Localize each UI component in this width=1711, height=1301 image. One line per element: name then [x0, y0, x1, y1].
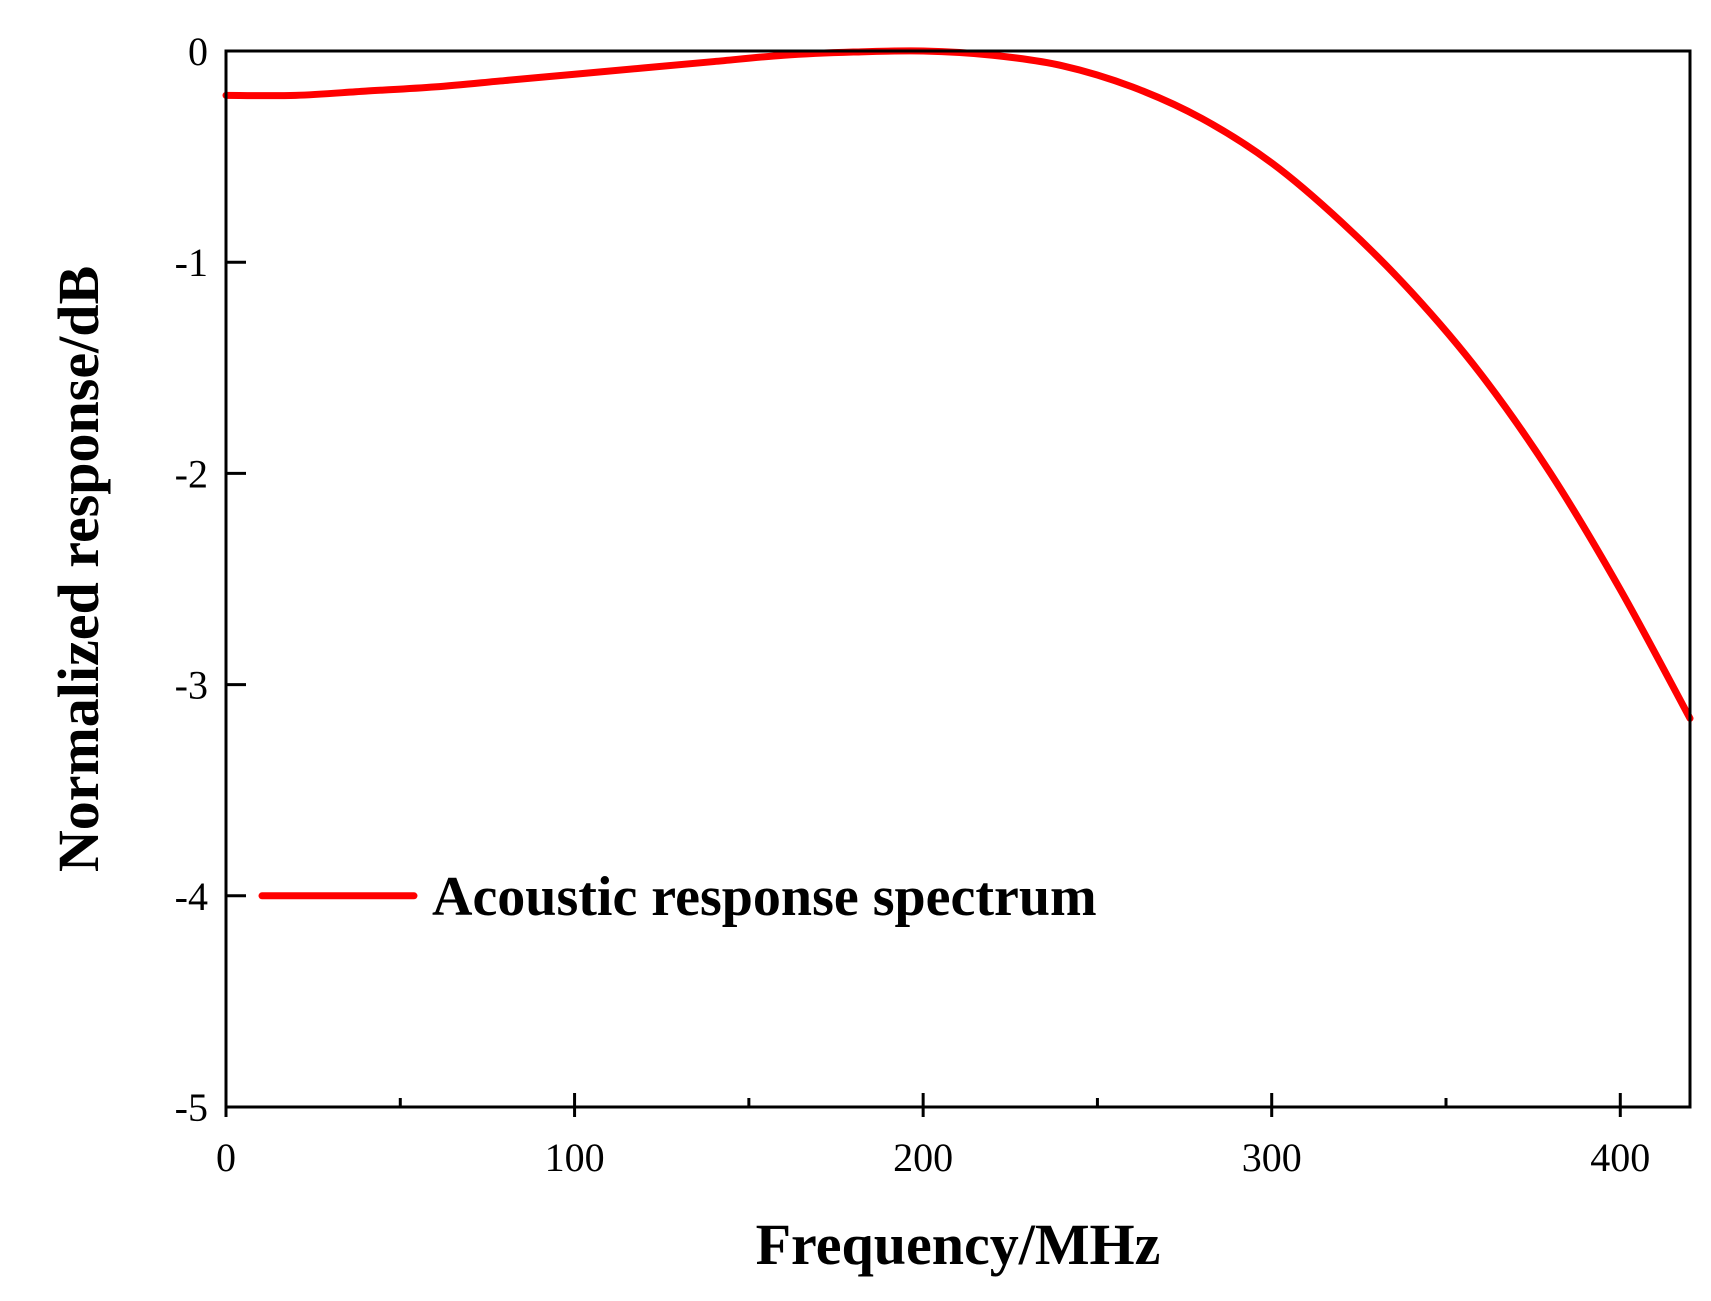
x-tick-label-300: 300 — [1242, 1135, 1302, 1180]
y-tick-label--3: -3 — [175, 663, 208, 708]
y-tick-label--2: -2 — [175, 451, 208, 496]
y-tick-label--1: -1 — [175, 240, 208, 285]
x-tick-label-400: 400 — [1590, 1135, 1650, 1180]
y-axis-title: Normalized response/dB — [46, 266, 111, 872]
y-tick-label-0: 0 — [188, 29, 208, 74]
y-tick-label--5: -5 — [175, 1085, 208, 1130]
x-axis-title: Frequency/MHz — [756, 1212, 1161, 1277]
y-tick-label--4: -4 — [175, 874, 208, 919]
plot-frame — [224, 49, 1692, 1109]
series-layer — [222, 47, 1694, 722]
x-tick-label-100: 100 — [545, 1135, 605, 1180]
x-tick-label-200: 200 — [893, 1135, 953, 1180]
ticks-layer: 0 100 200 300 400 0 -1 -2 -3 -4 -5 — [175, 29, 1651, 1180]
legend-label-acoustic-response: Acoustic response spectrum — [432, 866, 1097, 928]
x-tick-label-0: 0 — [216, 1135, 236, 1180]
series-line-0 — [222, 47, 1694, 722]
legend: Acoustic response spectrum — [258, 866, 1097, 928]
